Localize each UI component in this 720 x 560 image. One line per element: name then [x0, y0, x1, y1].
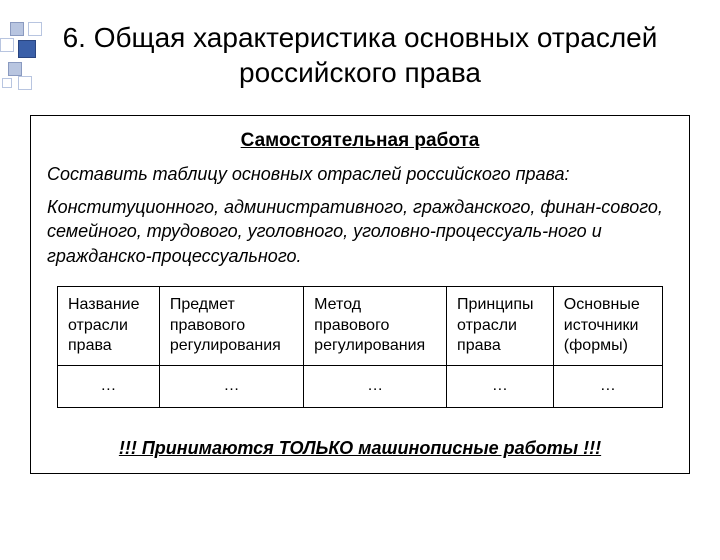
branches-list: Конституционного, административного, гра… — [47, 195, 673, 268]
deco-square — [8, 62, 22, 76]
table-cell: … — [159, 366, 303, 408]
table-header-row: Название отрасли права Предмет правового… — [58, 286, 663, 365]
content-box: Самостоятельная работа Составить таблицу… — [30, 115, 690, 474]
deco-square — [0, 38, 14, 52]
deco-square — [18, 40, 36, 58]
branches-table: Название отрасли права Предмет правового… — [57, 286, 663, 408]
deco-square — [28, 22, 42, 36]
table-container: Название отрасли права Предмет правового… — [47, 286, 673, 408]
table-header-cell: Предмет правового регулирования — [159, 286, 303, 365]
deco-square — [10, 22, 24, 36]
table-header-cell: Принципы отрасли права — [447, 286, 554, 365]
slide-title: 6. Общая характеристика основных отрасле… — [0, 20, 720, 90]
table-header-cell: Название отрасли права — [58, 286, 160, 365]
table-header-cell: Метод правового регулирования — [304, 286, 447, 365]
deco-square — [2, 78, 12, 88]
table-cell: … — [447, 366, 554, 408]
deco-square — [18, 76, 32, 90]
table-header-cell: Основные источники (формы) — [553, 286, 662, 365]
footer-note: !!! Принимаются ТОЛЬКО машинописные рабо… — [47, 438, 673, 459]
subtitle: Самостоятельная работа — [47, 130, 673, 152]
table-cell: … — [553, 366, 662, 408]
table-row: … … … … … — [58, 366, 663, 408]
table-cell: … — [304, 366, 447, 408]
corner-decoration — [0, 20, 60, 110]
table-cell: … — [58, 366, 160, 408]
instruction-text: Составить таблицу основных отраслей росс… — [47, 164, 673, 185]
